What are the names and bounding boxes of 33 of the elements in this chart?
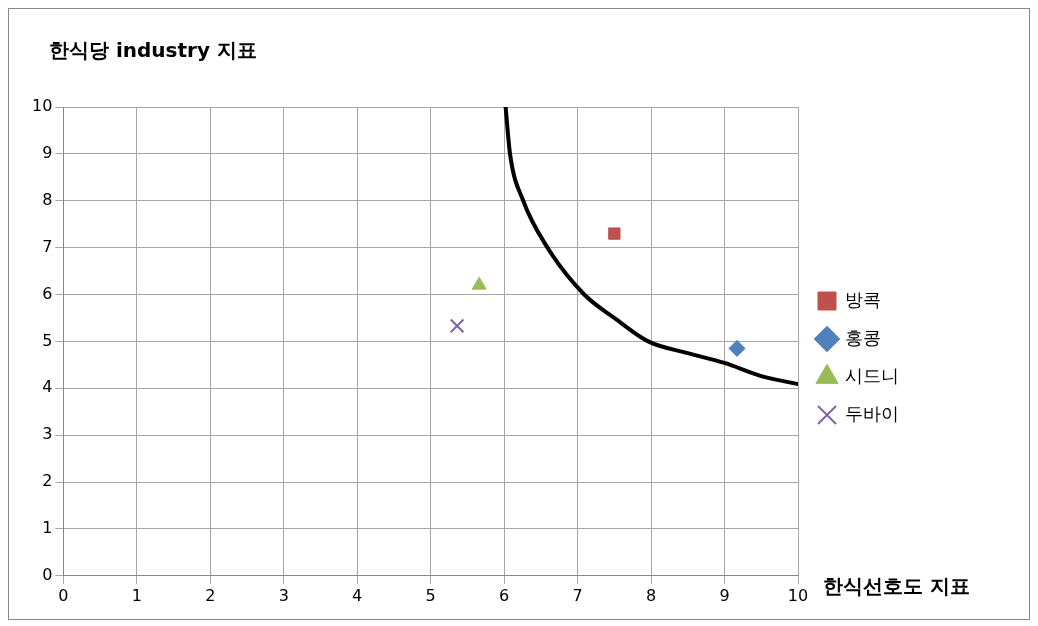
x-tick-label: 10 [787,585,809,605]
legend-label: 방콕 [845,288,881,310]
x-tick-label: 5 [425,585,436,605]
line-series [503,107,798,387]
x-tick-label: 2 [205,585,216,605]
y-tick-label: 4 [42,377,53,397]
y-tick-label: 1 [42,518,53,538]
y-tick-label: 10 [32,96,53,116]
x-tick-label: 1 [131,585,142,605]
y-tick-label: 5 [42,330,53,350]
y-tick-label: 3 [42,424,53,444]
x-tick-label: 0 [58,585,69,605]
x-tick-label: 3 [278,585,289,605]
y-tick-label: 0 [42,564,53,584]
point [728,339,746,357]
y-axis-title: 한식당 industry 지표 [49,38,257,63]
point [608,227,621,240]
point [471,276,487,290]
x-tick-label: 7 [572,585,583,605]
y-tick-label: 2 [42,471,53,491]
x-tick-label: 9 [719,585,730,605]
y-tick-label: 7 [42,236,53,256]
point [449,318,465,334]
legend-label: 두바이 [845,402,899,424]
x-axis-title: 한식선호도 지표 [823,574,970,598]
legend-label: 홍콩 [845,326,881,348]
y-tick-label: 8 [42,189,53,209]
y-tick-label: 6 [42,283,53,303]
x-tick-label: 4 [352,585,363,605]
x-tick-label: 8 [645,585,657,605]
y-tick-label: 9 [42,143,53,163]
x-tick-label: 6 [499,585,510,605]
legend-label: 시드니 [845,364,899,386]
